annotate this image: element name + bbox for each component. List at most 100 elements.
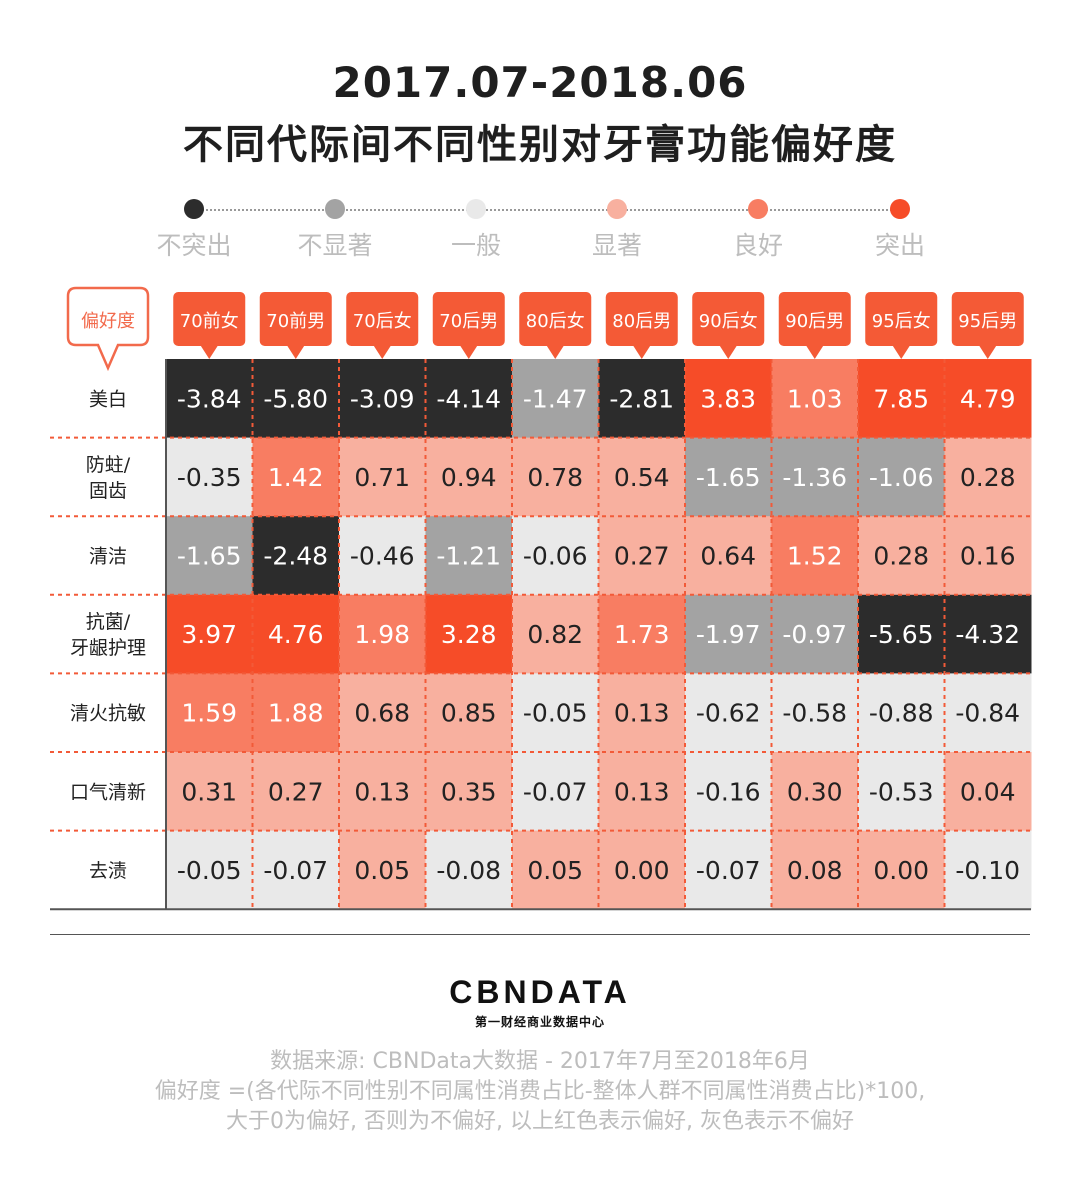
heatmap-cell [512,594,599,674]
heatmap-cell [425,359,513,439]
cell-value-label: 0.27 [614,542,670,571]
cell-value-label: 0.31 [181,777,237,806]
heatmap-cell [944,830,1032,910]
heatmap-cell [339,830,426,910]
cell-value-label: 0.04 [960,777,1016,806]
cell-value-label: 1.03 [787,384,843,413]
source-note: 数据来源: CBNData大数据 - 2017年7月至2018年6月 [270,1049,810,1074]
cell-value-label: -1.21 [436,542,501,571]
heatmap-cell [339,437,426,517]
legend-note: 大于0为偏好, 否则为不偏好, 以上红色表示偏好, 灰色表示不偏好 [226,1109,854,1134]
cell-value-label: -5.80 [263,384,328,413]
cell-value-label: -1.47 [523,384,588,413]
cell-value-label: -3.09 [350,384,415,413]
column-header-label: 70后男 [439,311,498,332]
column-header-pointer [546,345,565,359]
cell-value-label: 4.79 [960,384,1016,413]
cell-value-label: -1.36 [782,463,847,492]
heatmap-cell [598,516,686,596]
legend-label: 良好 [732,231,783,260]
cell-value-label: 0.00 [614,856,670,885]
heatmap-cell [944,437,1032,517]
heatmap-cell [685,437,772,517]
heatmap-cell [425,830,513,910]
brand-logo: CBNDATA [449,974,631,1010]
heatmap-cell [166,359,253,439]
heatmap-cell [512,752,599,832]
cell-value-label: 0.35 [441,777,497,806]
heatmap-cell [771,594,859,674]
heatmap-cell [685,673,772,753]
cell-value-label: -1.65 [696,463,761,492]
heatmap-cell [858,437,945,517]
cell-value-label: 0.64 [700,542,756,571]
cell-value-label: -1.65 [177,542,242,571]
heatmap-cell [598,673,686,753]
column-header-pointer [719,345,738,359]
cell-value-label: 1.98 [354,620,410,649]
cell-value-label: -0.07 [263,856,328,885]
heatmap-cell [425,673,513,753]
cell-value-label: -4.14 [436,384,501,413]
cell-value-label: 1.52 [787,542,843,571]
cell-value-label: -0.05 [523,699,588,728]
cell-value-label: 0.16 [960,542,1016,571]
cell-value-label: 0.28 [873,542,929,571]
heatmap-cell [944,752,1032,832]
legend-label: 不显著 [297,231,373,260]
cell-value-label: -0.62 [696,699,761,728]
cell-value-label: 0.78 [527,463,583,492]
cell-value-label: -0.53 [869,777,934,806]
heatmap-cell [685,594,772,674]
cell-value-label: -0.46 [350,542,415,571]
column-header-label: 70后女 [353,311,412,332]
cell-value-label: -0.58 [782,699,847,728]
heatmap-cell [685,830,772,910]
column-header-pointer [632,345,651,359]
heatmap-chart: 偏好度 70前女 70前男 70后女 70后男 80后女 80后男 90后女 90后男 95后女 9… [50,286,1032,911]
cell-value-label: 7.85 [873,384,929,413]
footer-divider [50,934,1030,935]
column-header-label: 95后女 [872,311,931,332]
cell-value-label: -1.97 [696,620,761,649]
legend-dot [325,199,345,219]
heatmap-cell [598,359,686,439]
cell-value-label: 0.27 [268,777,324,806]
heatmap-cell [858,673,945,753]
row-label: 口气清新 [70,781,146,803]
cell-value-label: -3.84 [177,384,242,413]
cell-value-label: 0.71 [354,463,410,492]
column-header-box [519,292,592,346]
legend-label: 不突出 [156,231,232,260]
heatmap-cell [685,516,772,596]
column-header-pointer [892,345,911,359]
heatmap-cell [858,752,945,832]
heatmap-cell [425,752,513,832]
cell-value-label: 0.68 [354,699,410,728]
column-header-label: 80后女 [526,311,585,332]
heatmap-cell [598,830,686,910]
row-label: 防蛀/ [86,454,131,476]
column-header-pointer [373,345,392,359]
column-header-label: 70前男 [266,311,325,332]
cell-value-label: -0.06 [523,542,588,571]
cell-value-label: 0.13 [354,777,410,806]
heatmap-cell [166,752,253,832]
cell-value-label: 3.83 [700,384,756,413]
heatmap-cell [512,830,599,910]
column-header-pointer [805,345,824,359]
heatmap-cell [771,437,859,517]
cell-value-label: -4.32 [955,620,1020,649]
cell-value-label: 3.28 [441,620,497,649]
column-header-box [259,292,332,346]
heatmap-cell [598,594,686,674]
cell-value-label: -1.06 [869,463,934,492]
heatmap-cell [252,516,340,596]
column-header-box [432,292,505,346]
heatmap-cell [598,437,686,517]
column-header-box [173,292,246,346]
cell-value-label: 3.97 [181,620,237,649]
cell-value-label: -0.97 [782,620,847,649]
cell-value-label: 1.88 [268,699,324,728]
cell-value-label: 0.82 [527,620,583,649]
